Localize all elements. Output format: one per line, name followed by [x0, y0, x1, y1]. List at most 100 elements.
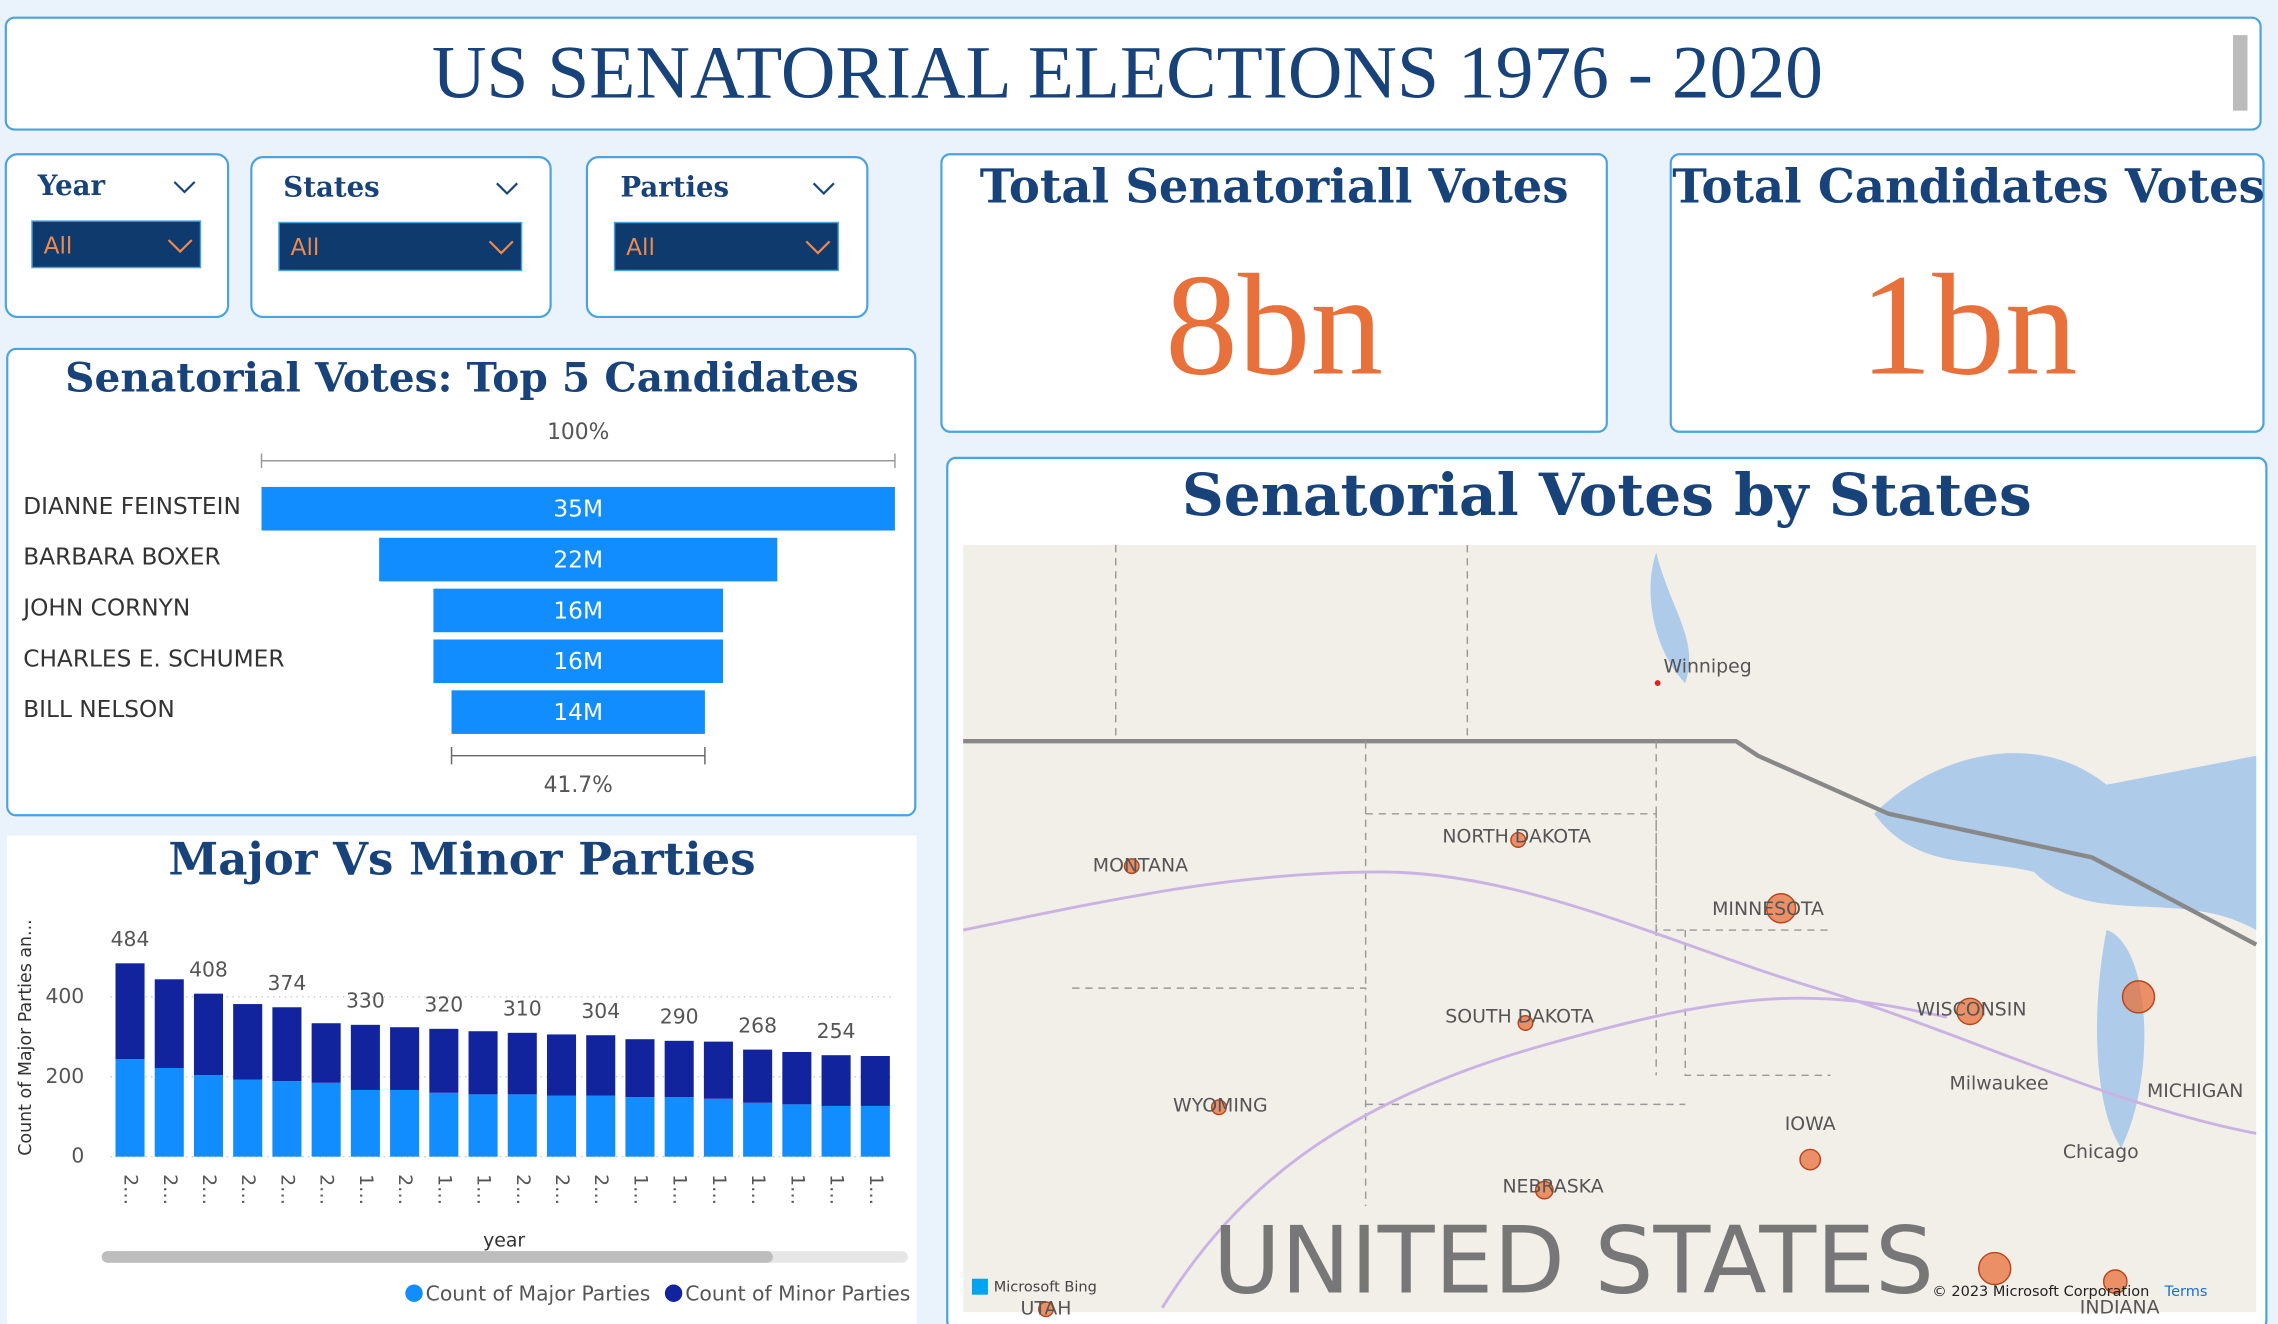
bar-segment [782, 1052, 812, 1105]
x-tick-label: 2… [276, 1174, 298, 1205]
y-tick-label: 200 [45, 1064, 84, 1088]
card [1669, 153, 2265, 433]
chevron [496, 182, 518, 196]
x-tick-label: 2… [120, 1174, 142, 1205]
bar-segment [233, 1079, 263, 1157]
map-label: INDIANA [2080, 1296, 2160, 1318]
slicer[interactable]: Year All [4, 153, 230, 319]
bar-segment [390, 1027, 420, 1090]
total-label: 330 [346, 989, 385, 1013]
category-label: JOHN CORNYN [21, 594, 190, 621]
dropdown[interactable] [278, 221, 523, 272]
value-label: 35M [553, 496, 603, 523]
total-label: 254 [817, 1019, 856, 1043]
bar-chart: Major Vs Minor Parties 0 200 400 Count of Ma… [16, 833, 910, 1306]
bubble[interactable] [1210, 1099, 1227, 1116]
bar-segment [272, 1007, 302, 1082]
funnel-bar [261, 486, 895, 531]
total-label: 408 [189, 957, 228, 981]
bubble[interactable] [1956, 997, 1984, 1026]
value-label: 22M [553, 547, 603, 574]
bar-segment [743, 1102, 773, 1157]
total-label: 290 [660, 1005, 699, 1029]
dropdown-value: All [44, 233, 73, 260]
map-title: Senatorial Votes by States [1182, 460, 2032, 529]
bubble[interactable] [1038, 1301, 1055, 1318]
category-label: BILL NELSON [23, 696, 174, 723]
funnel-chart: Senatorial Votes: Top 5 Candidates 100% DI… [21, 353, 896, 798]
bubble[interactable] [1510, 831, 1527, 848]
map[interactable]: Winnipeg MONTANA NORTH DAKOTA MINNESOTA … [962, 545, 2258, 1320]
funnel-bar [433, 588, 723, 633]
x-axis-label: year [483, 1229, 525, 1251]
x-tick-label: 1… [786, 1174, 808, 1205]
city-dot [1654, 680, 1661, 686]
bar-segment [703, 1041, 733, 1099]
map-label: Winnipeg [1663, 656, 1751, 678]
slicer-label: Year [37, 169, 106, 202]
bubble[interactable] [1799, 1148, 1822, 1171]
chevron [488, 240, 514, 255]
bar-segment [664, 1040, 694, 1098]
bar-segment [821, 1105, 851, 1157]
bar-segment [743, 1049, 773, 1103]
chevron [812, 182, 835, 196]
x-tick-label: 1… [433, 1174, 455, 1205]
map-label: MONTANA [1093, 855, 1188, 877]
funnel-bar [433, 639, 723, 684]
bubble[interactable] [2102, 1269, 2128, 1294]
bubble[interactable] [1123, 858, 1140, 875]
card [940, 153, 1608, 433]
bubble[interactable] [1534, 1180, 1554, 1200]
total-label: 268 [738, 1013, 777, 1037]
border [963, 738, 2258, 947]
x-tick-label: 2… [394, 1174, 416, 1205]
slicer-label: Parties [620, 171, 729, 204]
map-label: WYOMING [1173, 1094, 1268, 1116]
map-label: MINNESOTA [1712, 898, 1824, 920]
dropdown[interactable] [613, 221, 839, 272]
bar-segment [586, 1035, 616, 1096]
terms-link[interactable]: Terms [2164, 1284, 2208, 1300]
page-title: US SENATORIAL ELECTIONS 1976 - 2020 [432, 31, 1823, 114]
x-tick-label: 1… [826, 1174, 848, 1205]
bar-segment [115, 963, 145, 1060]
card-value: 8bn [1165, 246, 1383, 406]
total-label: 310 [503, 997, 542, 1021]
x-tick-label: 1… [865, 1174, 887, 1205]
slicer[interactable]: States All [250, 156, 552, 319]
bubble[interactable] [1765, 892, 1797, 924]
bar-segment [272, 1081, 302, 1157]
bar-segment [115, 1059, 145, 1157]
bar-segment [703, 1098, 733, 1157]
x-tick-label: 2… [159, 1174, 181, 1205]
x-tick-label: 1… [747, 1174, 769, 1205]
bar-segment [664, 1097, 694, 1157]
bubble[interactable] [1977, 1251, 2012, 1286]
bubble[interactable] [2121, 980, 2156, 1014]
copyright: © 2023 Microsoft Corporation [1932, 1284, 2149, 1300]
x-tick-label: 2… [551, 1174, 573, 1205]
x-tick-label: 1… [473, 1174, 495, 1205]
y-tick-label: 0 [71, 1144, 84, 1168]
slicer[interactable]: Parties All [585, 156, 869, 319]
chevron [167, 239, 193, 254]
map-label: UTAH [1021, 1298, 1072, 1320]
legend-marker [664, 1284, 683, 1302]
map-label: WISCONSIN [1916, 998, 2026, 1020]
x-tick-label: 2… [590, 1174, 612, 1205]
chevron [173, 181, 196, 194]
card-title: Total Candidates Votes [1672, 159, 2265, 214]
bracket [260, 453, 896, 469]
funnel-top-label: 100% [547, 420, 609, 445]
bar-segment [154, 979, 184, 1068]
total-label: 374 [268, 971, 307, 995]
map-labels: Winnipeg MONTANA NORTH DAKOTA MINNESOTA … [1021, 656, 2244, 1320]
bubble[interactable] [1517, 1015, 1534, 1032]
bar-segment [154, 1067, 184, 1157]
y-axis-label: Count of Major Parties an... [16, 919, 36, 1155]
x-tick-label: 1… [355, 1174, 377, 1205]
roads [962, 870, 2257, 1309]
map-label: SOUTH DAKOTA [1445, 1006, 1594, 1028]
scrollbar-thumb [101, 1251, 773, 1263]
